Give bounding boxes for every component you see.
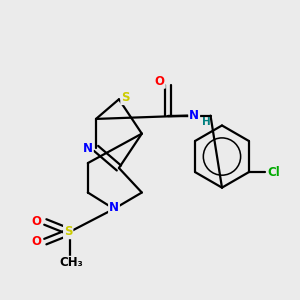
Text: Cl: Cl — [268, 166, 281, 178]
Text: S: S — [121, 91, 130, 104]
Text: N: N — [189, 109, 199, 122]
Text: CH₃: CH₃ — [59, 256, 83, 269]
Text: N: N — [109, 201, 119, 214]
Text: O: O — [31, 235, 41, 248]
Text: H: H — [202, 116, 211, 127]
Text: O: O — [31, 215, 41, 229]
Text: O: O — [155, 75, 165, 88]
Text: S: S — [64, 225, 73, 238]
Text: N: N — [83, 142, 93, 155]
